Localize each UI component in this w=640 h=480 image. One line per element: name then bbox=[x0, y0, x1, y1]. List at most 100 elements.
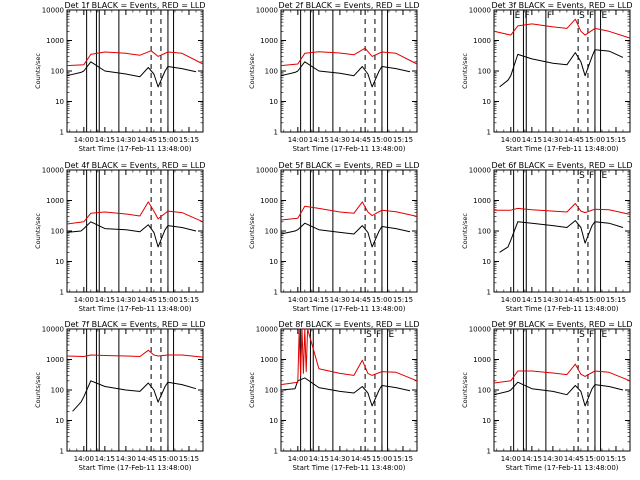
x-tick-label: 14:15 bbox=[522, 455, 542, 463]
x-tick-label: 14:00 bbox=[74, 136, 94, 144]
x-tick-label: 14:15 bbox=[95, 136, 115, 144]
x-tick-label: 14:30 bbox=[116, 136, 136, 144]
panel-4: Det 4f BLACK = Events, RED = LLD 1 10 100 10… bbox=[34, 161, 206, 313]
panel-2: Det 2f BLACK = Events, RED = LLD 1 10 100 10… bbox=[248, 1, 420, 153]
event-marker-label: E bbox=[515, 11, 521, 21]
y-tick-label: 1 bbox=[487, 129, 491, 137]
y-tick-label: 10 bbox=[55, 98, 64, 106]
x-tick-label: 15:00 bbox=[585, 455, 605, 463]
event-marker-label: S bbox=[579, 171, 585, 181]
x-tick-label: 14:00 bbox=[74, 296, 94, 304]
x-axis-label: Start Time (17-Feb-11 13:48:00) bbox=[505, 305, 618, 313]
x-tick-label: 15:00 bbox=[372, 136, 392, 144]
x-tick-label: 14:45 bbox=[564, 296, 584, 304]
x-axis-label: Start Time (17-Feb-11 13:48:00) bbox=[78, 305, 191, 313]
y-tick-label: 10 bbox=[55, 258, 64, 266]
series-events-line bbox=[72, 380, 197, 412]
event-marker-label: E bbox=[602, 171, 608, 181]
x-tick-label: 15:15 bbox=[606, 136, 626, 144]
y-axis-label: Counts/sec bbox=[461, 53, 469, 89]
y-tick-label: 10 bbox=[482, 417, 491, 425]
x-tick-label: 14:30 bbox=[116, 455, 136, 463]
panel-3: Det 3f BLACK = Events, RED = LLD 1 10 100 10… bbox=[461, 1, 633, 153]
x-tick-label: 14:45 bbox=[351, 455, 371, 463]
x-axis-label: Start Time (17-Feb-11 13:48:00) bbox=[292, 145, 405, 153]
y-axis-label: Counts/sec bbox=[248, 213, 256, 249]
y-axis-label: Counts/sec bbox=[34, 372, 42, 408]
x-tick-label: 15:00 bbox=[372, 455, 392, 463]
x-tick-label: 14:15 bbox=[522, 136, 542, 144]
plot-frame bbox=[280, 9, 418, 133]
panel-8: Det 8f BLACK = Events, RED = LLD 1 10 100 10… bbox=[248, 320, 420, 472]
y-tick-label: 1 bbox=[60, 129, 64, 137]
event-marker-label: F bbox=[589, 171, 594, 181]
series-lld-line bbox=[280, 328, 418, 386]
event-marker-label: E bbox=[389, 330, 395, 340]
event-marker-label: F bbox=[524, 11, 529, 21]
y-tick-label: 100 bbox=[51, 387, 64, 395]
panel-7: Det 7f BLACK = Events, RED = LLD 1 10 100 10… bbox=[34, 320, 206, 472]
x-tick-label: 14:30 bbox=[330, 455, 350, 463]
y-tick-label: 1000 bbox=[473, 356, 491, 364]
series-lld-line bbox=[493, 363, 631, 384]
x-tick-label: 15:00 bbox=[585, 136, 605, 144]
panel-5: Det 5f BLACK = Events, RED = LLD 1 10 100 10… bbox=[248, 161, 420, 313]
x-tick-label: 15:15 bbox=[393, 296, 413, 304]
y-tick-label: 10 bbox=[55, 417, 64, 425]
y-tick-label: 100 bbox=[51, 228, 64, 236]
y-tick-label: 100 bbox=[265, 228, 278, 236]
x-tick-label: 14:30 bbox=[116, 296, 136, 304]
x-tick-label: 14:45 bbox=[351, 296, 371, 304]
y-tick-label: 1000 bbox=[46, 356, 64, 364]
x-tick-label: 14:15 bbox=[95, 296, 115, 304]
y-tick-label: 10000 bbox=[256, 326, 278, 334]
event-marker-label: S bbox=[366, 330, 372, 340]
x-tick-label: 14:45 bbox=[564, 136, 584, 144]
series-events-line bbox=[66, 221, 197, 248]
y-tick-label: 100 bbox=[265, 68, 278, 76]
y-tick-label: 100 bbox=[478, 68, 491, 76]
series-lld-line bbox=[66, 349, 204, 358]
series-lld-line bbox=[66, 201, 204, 225]
event-marker-label: S bbox=[579, 330, 585, 340]
x-tick-label: 14:30 bbox=[543, 296, 563, 304]
x-tick-label: 15:15 bbox=[393, 136, 413, 144]
x-tick-label: 14:15 bbox=[309, 136, 329, 144]
panel-title: Det 7f BLACK = Events, RED = LLD bbox=[64, 320, 205, 329]
event-marker-label: S bbox=[579, 11, 585, 21]
x-tick-label: 14:30 bbox=[543, 455, 563, 463]
series-lld-line bbox=[280, 201, 418, 221]
x-tick-label: 14:00 bbox=[74, 455, 94, 463]
y-tick-label: 10000 bbox=[469, 326, 491, 334]
event-marker-label: E bbox=[602, 11, 608, 21]
x-tick-label: 14:15 bbox=[95, 455, 115, 463]
y-axis-label: Counts/sec bbox=[34, 53, 42, 89]
x-tick-label: 14:00 bbox=[501, 455, 521, 463]
series-lld-line bbox=[494, 203, 631, 215]
panel-9: Det 9f BLACK = Events, RED = LLD 1 10 100 10… bbox=[461, 320, 633, 472]
x-axis-label: Start Time (17-Feb-11 13:48:00) bbox=[78, 464, 191, 472]
x-tick-label: 15:15 bbox=[606, 296, 626, 304]
x-tick-label: 14:00 bbox=[288, 455, 308, 463]
x-tick-label: 14:15 bbox=[309, 455, 329, 463]
x-tick-label: 15:15 bbox=[179, 455, 199, 463]
series-events-line bbox=[499, 220, 624, 253]
x-tick-label: 15:15 bbox=[606, 455, 626, 463]
y-tick-label: 1000 bbox=[260, 197, 278, 205]
event-marker-label: F bbox=[376, 330, 381, 340]
y-tick-label: 10 bbox=[482, 98, 491, 106]
x-tick-label: 14:15 bbox=[309, 296, 329, 304]
x-tick-label: 14:30 bbox=[330, 296, 350, 304]
event-marker-label: F bbox=[547, 11, 552, 21]
x-tick-label: 14:30 bbox=[543, 136, 563, 144]
x-tick-label: 14:45 bbox=[564, 455, 584, 463]
x-tick-label: 14:45 bbox=[137, 296, 157, 304]
x-tick-label: 14:00 bbox=[288, 136, 308, 144]
panel-title: Det 1f BLACK = Events, RED = LLD bbox=[64, 1, 205, 10]
x-tick-label: 14:45 bbox=[351, 136, 371, 144]
y-tick-label: 10 bbox=[482, 258, 491, 266]
y-tick-label: 10 bbox=[269, 258, 278, 266]
x-tick-label: 14:45 bbox=[137, 455, 157, 463]
y-tick-label: 100 bbox=[51, 68, 64, 76]
x-tick-label: 14:00 bbox=[288, 296, 308, 304]
